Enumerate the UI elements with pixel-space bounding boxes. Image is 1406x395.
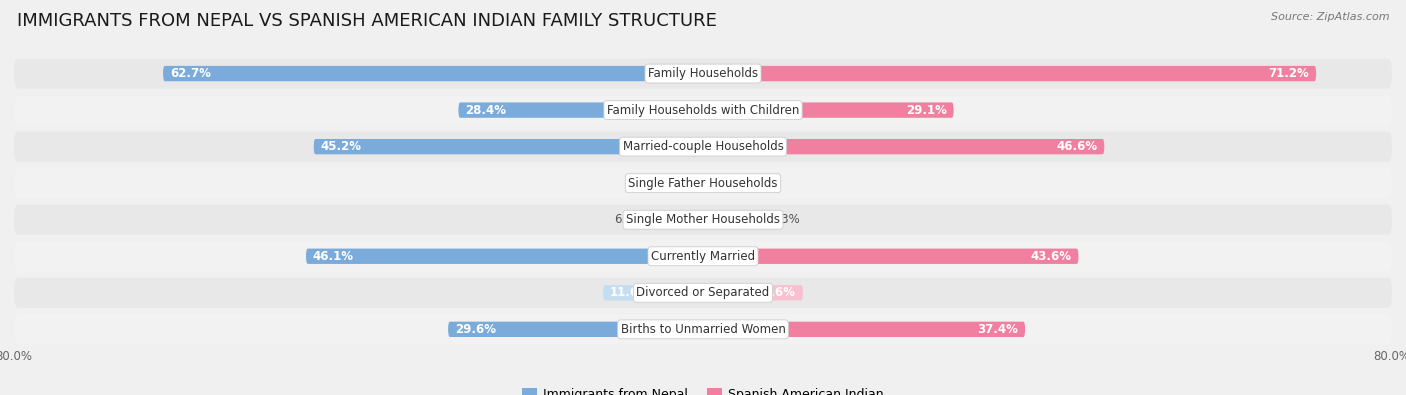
Text: 11.6%: 11.6%	[610, 286, 651, 299]
FancyBboxPatch shape	[703, 212, 766, 228]
FancyBboxPatch shape	[449, 322, 703, 337]
Text: Single Father Households: Single Father Households	[628, 177, 778, 190]
FancyBboxPatch shape	[703, 102, 953, 118]
FancyBboxPatch shape	[14, 278, 1392, 308]
FancyBboxPatch shape	[14, 58, 1392, 88]
FancyBboxPatch shape	[14, 205, 1392, 235]
Text: 43.6%: 43.6%	[1031, 250, 1071, 263]
Text: 7.3%: 7.3%	[770, 213, 800, 226]
Text: 2.9%: 2.9%	[733, 177, 762, 190]
Text: Family Households with Children: Family Households with Children	[607, 103, 799, 117]
Text: Births to Unmarried Women: Births to Unmarried Women	[620, 323, 786, 336]
FancyBboxPatch shape	[703, 248, 1078, 264]
Text: 46.6%: 46.6%	[1056, 140, 1098, 153]
Text: Married-couple Households: Married-couple Households	[623, 140, 783, 153]
Text: IMMIGRANTS FROM NEPAL VS SPANISH AMERICAN INDIAN FAMILY STRUCTURE: IMMIGRANTS FROM NEPAL VS SPANISH AMERICA…	[17, 12, 717, 30]
FancyBboxPatch shape	[14, 168, 1392, 198]
Legend: Immigrants from Nepal, Spanish American Indian: Immigrants from Nepal, Spanish American …	[517, 383, 889, 395]
FancyBboxPatch shape	[163, 66, 703, 81]
Text: 6.4%: 6.4%	[613, 213, 644, 226]
FancyBboxPatch shape	[14, 95, 1392, 125]
Text: 29.1%: 29.1%	[905, 103, 946, 117]
Text: 46.1%: 46.1%	[314, 250, 354, 263]
FancyBboxPatch shape	[14, 314, 1392, 344]
FancyBboxPatch shape	[685, 175, 703, 191]
Text: Single Mother Households: Single Mother Households	[626, 213, 780, 226]
Text: 71.2%: 71.2%	[1268, 67, 1309, 80]
Text: 37.4%: 37.4%	[977, 323, 1018, 336]
Text: Currently Married: Currently Married	[651, 250, 755, 263]
Text: Divorced or Separated: Divorced or Separated	[637, 286, 769, 299]
FancyBboxPatch shape	[603, 285, 703, 301]
FancyBboxPatch shape	[703, 285, 803, 301]
Text: 2.2%: 2.2%	[650, 177, 679, 190]
FancyBboxPatch shape	[458, 102, 703, 118]
FancyBboxPatch shape	[703, 139, 1104, 154]
Text: 28.4%: 28.4%	[465, 103, 506, 117]
FancyBboxPatch shape	[703, 175, 728, 191]
FancyBboxPatch shape	[703, 66, 1316, 81]
FancyBboxPatch shape	[307, 248, 703, 264]
Text: 11.6%: 11.6%	[755, 286, 796, 299]
FancyBboxPatch shape	[314, 139, 703, 154]
FancyBboxPatch shape	[14, 132, 1392, 162]
Text: 29.6%: 29.6%	[456, 323, 496, 336]
Text: Family Households: Family Households	[648, 67, 758, 80]
Text: 45.2%: 45.2%	[321, 140, 361, 153]
Text: Source: ZipAtlas.com: Source: ZipAtlas.com	[1271, 12, 1389, 22]
FancyBboxPatch shape	[648, 212, 703, 228]
Text: 62.7%: 62.7%	[170, 67, 211, 80]
FancyBboxPatch shape	[14, 241, 1392, 271]
FancyBboxPatch shape	[703, 322, 1025, 337]
